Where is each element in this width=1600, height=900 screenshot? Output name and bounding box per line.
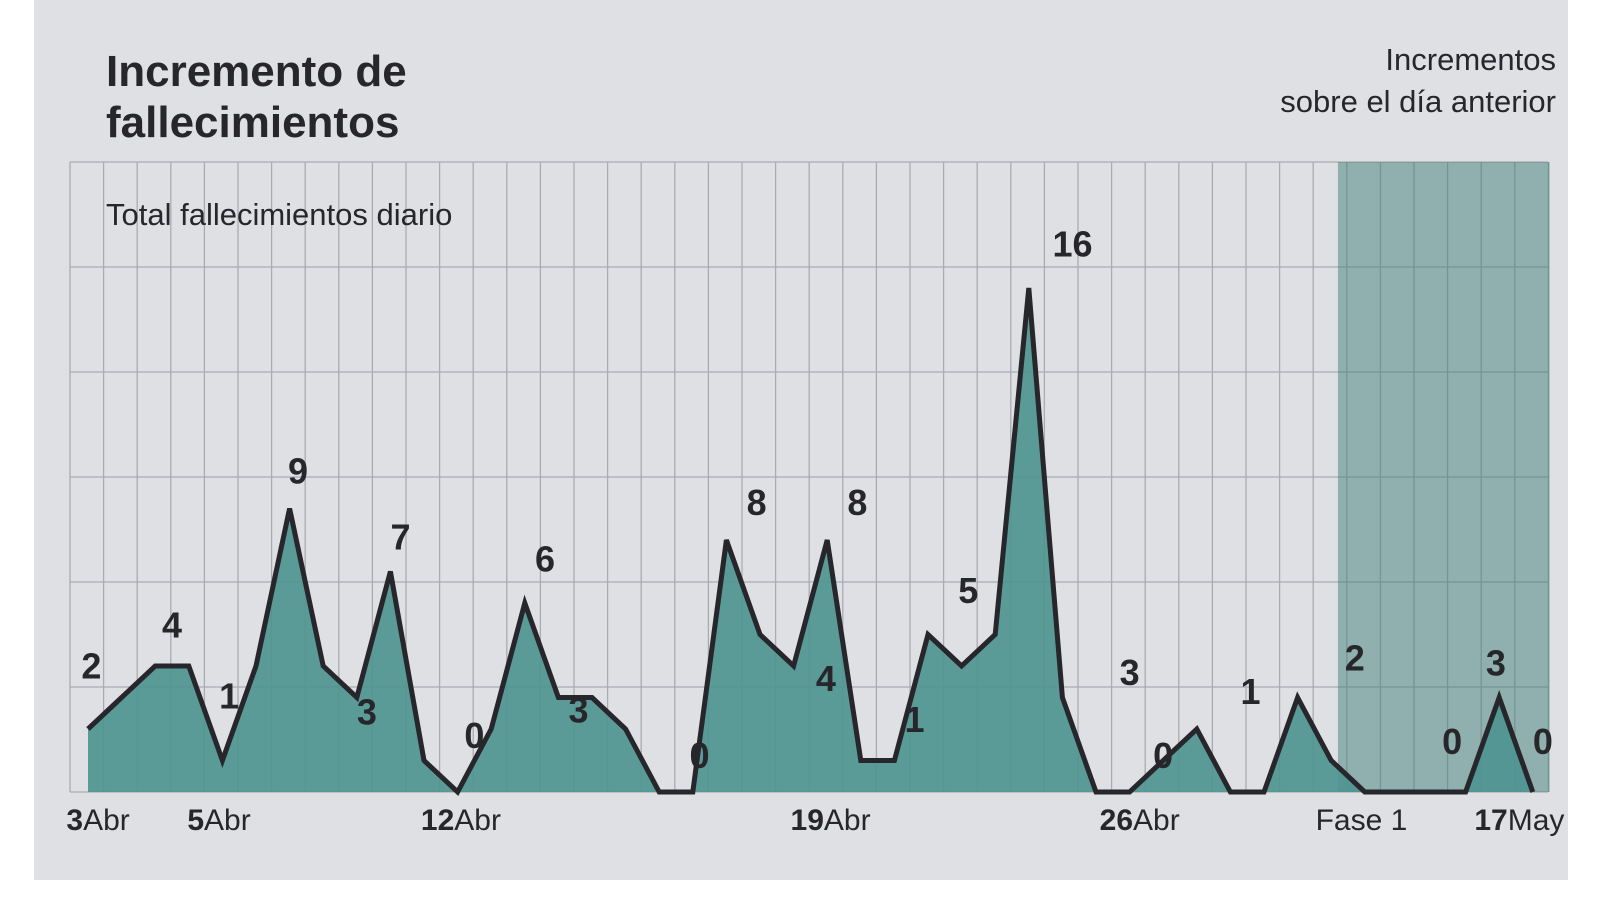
x-tick-label: 17May <box>1474 804 1564 837</box>
data-label: 0 <box>1153 735 1173 776</box>
data-label: 6 <box>535 539 555 580</box>
x-tick-day: 12 <box>421 804 454 837</box>
data-label: 3 <box>1486 642 1506 683</box>
x-tick-label: 12Abr <box>421 804 501 837</box>
legend-note-line-1: Incrementos <box>1385 42 1556 77</box>
data-label: 0 <box>464 715 484 756</box>
x-tick-month: May <box>1508 804 1565 837</box>
data-label: 5 <box>958 570 978 611</box>
data-label: 0 <box>1533 721 1553 762</box>
x-tick-month: Abr <box>824 804 871 837</box>
data-label: 3 <box>569 690 589 731</box>
x-tick-month: Abr <box>1133 804 1180 837</box>
data-label: 1 <box>905 699 925 740</box>
data-label: 2 <box>81 646 101 687</box>
x-tick-label: 5Abr <box>187 804 250 837</box>
x-tick-month: Fase 1 <box>1316 804 1408 837</box>
x-tick-day: 3 <box>66 804 83 837</box>
chart-title-line-1: Incremento de <box>106 47 407 96</box>
chart-title-line-2: fallecimientos <box>106 98 399 147</box>
data-label: 4 <box>816 658 836 699</box>
area-series <box>88 288 1533 792</box>
data-label: 8 <box>847 482 867 523</box>
data-label: 1 <box>1241 671 1261 712</box>
phase-shade <box>1337 162 1550 792</box>
legend-note-line-2: sobre el día anterior <box>1280 84 1556 119</box>
x-tick-label: 3Abr <box>66 804 129 837</box>
x-tick-month: Abr <box>454 804 501 837</box>
data-label: 0 <box>690 735 710 776</box>
chart-subtitle: Total fallecimientos diario <box>106 197 452 232</box>
data-label: 16 <box>1052 224 1092 265</box>
line-series <box>86 287 1536 797</box>
data-label: 4 <box>162 605 182 646</box>
x-tick-label: Fase 1 <box>1316 804 1408 837</box>
data-label: 7 <box>390 516 410 557</box>
data-label: 8 <box>747 482 767 523</box>
data-label: 3 <box>357 691 377 732</box>
x-tick-day: 19 <box>791 804 824 837</box>
x-tick-month: Abr <box>204 804 251 837</box>
x-tick-day: 26 <box>1100 804 1133 837</box>
x-axis-ticks: 3Abr 5Abr 12Abr 19Abr 26Abr Fase 1 17May <box>66 804 1564 837</box>
x-tick-label: 19Abr <box>791 804 871 837</box>
data-label: 2 <box>1345 638 1365 679</box>
x-tick-day: 5 <box>187 804 204 837</box>
x-tick-label: 26Abr <box>1100 804 1180 837</box>
x-tick-month: Abr <box>83 804 130 837</box>
x-tick-day: 17 <box>1474 804 1507 837</box>
data-label: 1 <box>219 676 239 717</box>
data-label: 9 <box>288 450 308 491</box>
data-label: 3 <box>1120 652 1140 693</box>
data-label: 0 <box>1442 721 1462 762</box>
